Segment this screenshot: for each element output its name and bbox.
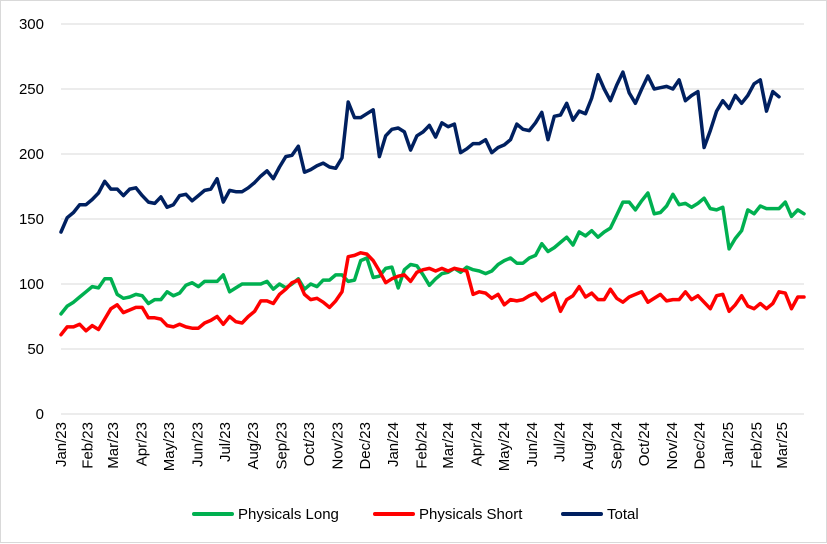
x-tick-label: Aug/23 (245, 422, 262, 470)
x-tick-label: Feb/24 (414, 422, 431, 469)
x-tick-label: Oct/23 (301, 422, 318, 466)
x-tick-label: Jul/23 (217, 422, 234, 462)
x-tick-label: Jun/23 (189, 422, 206, 467)
series-line-physicals-long (59, 191, 806, 316)
x-tick-label: Apr/24 (468, 422, 485, 466)
x-tick-label: Mar/25 (774, 422, 791, 469)
x-tick-label: Nov/23 (329, 422, 346, 470)
x-tick-label: Feb/25 (748, 422, 765, 469)
x-tick-label: Oct/24 (636, 422, 653, 466)
series-line-total (59, 70, 781, 234)
x-tick-label: Mar/24 (440, 422, 457, 469)
legend-label-physicals-long: Physicals Long (238, 506, 339, 523)
y-tick-label: 300 (19, 16, 44, 33)
x-tick-label: May/23 (161, 422, 178, 471)
y-tick-label: 150 (19, 211, 44, 228)
legend-label-total: Total (607, 506, 639, 523)
y-tick-label: 250 (19, 81, 44, 98)
x-tick-label: Mar/23 (105, 422, 122, 469)
x-tick-label: Sep/24 (608, 422, 625, 470)
x-tick-label: Jun/24 (524, 422, 541, 467)
x-tick-label: Jul/24 (552, 422, 569, 462)
x-tick-label: Jan/24 (385, 422, 402, 467)
x-tick-label: Nov/24 (664, 422, 681, 470)
x-tick-label: Dec/23 (357, 422, 374, 470)
x-tick-label: Jan/25 (720, 422, 737, 467)
y-tick-label: 200 (19, 146, 44, 163)
y-tick-label: 0 (36, 406, 44, 423)
x-tick-label: Feb/23 (80, 422, 97, 469)
y-tick-label: 100 (19, 276, 44, 293)
x-tick-label: Jan/23 (53, 422, 70, 467)
x-tick-label: May/24 (496, 422, 513, 471)
y-tick-label: 50 (27, 341, 44, 358)
x-tick-label: Sep/23 (274, 422, 291, 470)
series-line-physicals-short (59, 251, 806, 337)
legend-label-physicals-short: Physicals Short (419, 506, 523, 523)
x-tick-label: Apr/23 (134, 422, 151, 466)
x-tick-label: Dec/24 (692, 422, 709, 470)
x-tick-label: Aug/24 (580, 422, 597, 470)
